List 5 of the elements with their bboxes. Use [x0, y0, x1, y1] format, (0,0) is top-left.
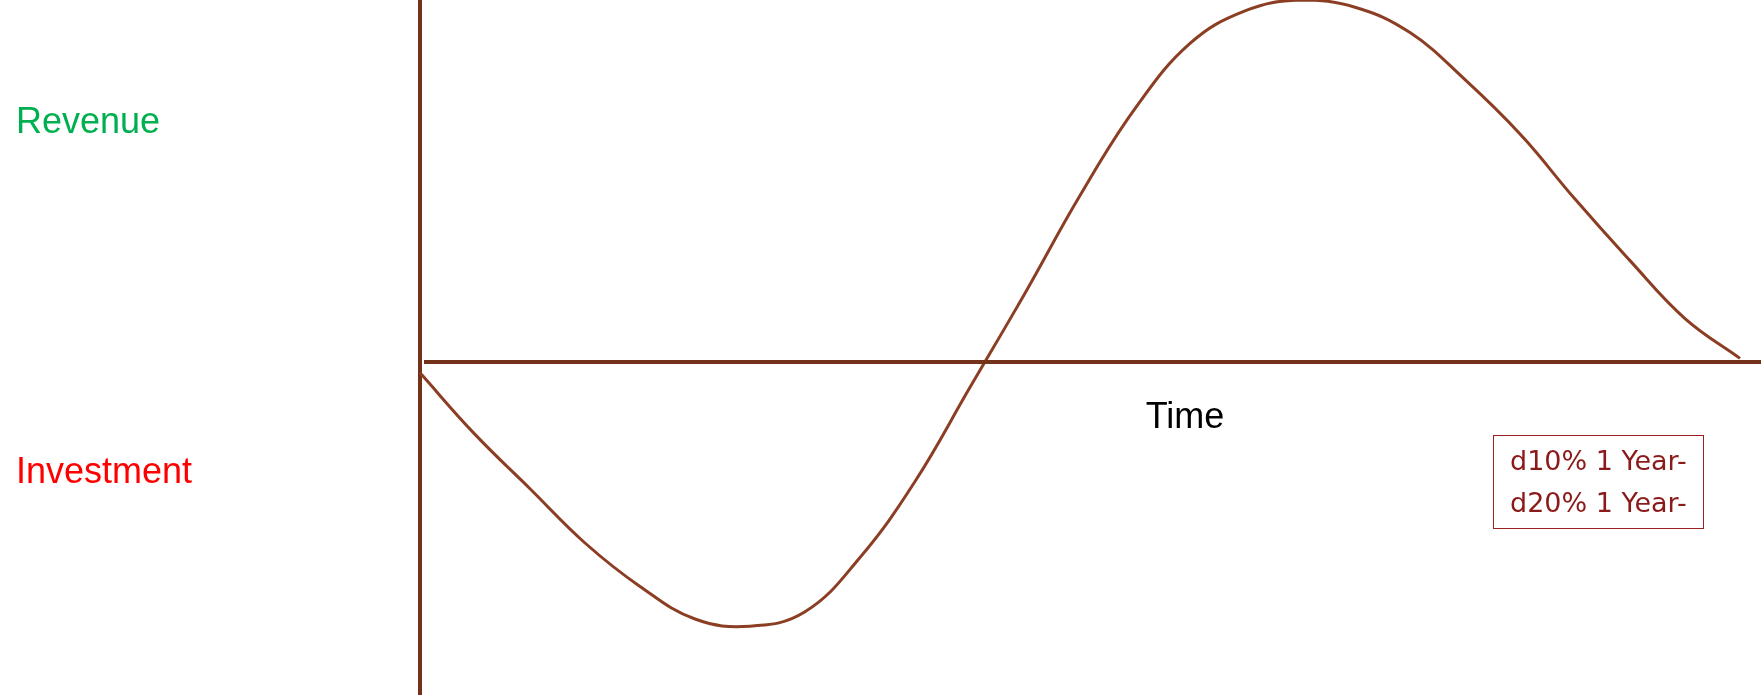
text: Revenue: [16, 100, 161, 142]
x-axis-title: Time: [1145, 394, 1225, 436]
annotation: d10% 1 Year-: [1510, 444, 1687, 478]
text: Investment: [16, 450, 193, 492]
annotation: d20% 1 Year-: [1510, 486, 1687, 520]
